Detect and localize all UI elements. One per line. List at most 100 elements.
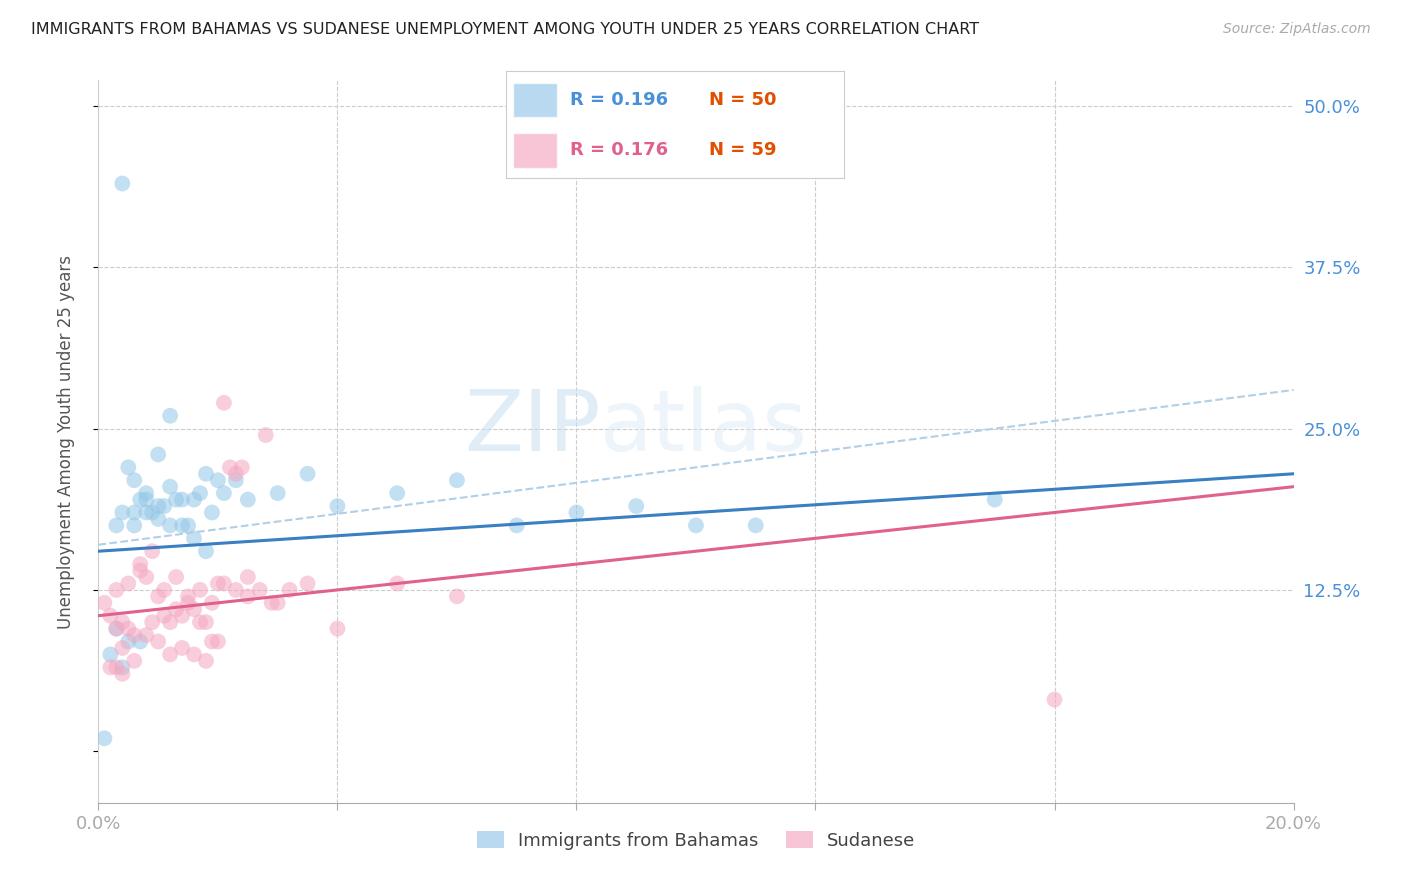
Point: [111, 506, 134, 520]
Text: ZIP: ZIP: [464, 385, 600, 468]
Point: [141, 615, 163, 630]
Point: [172, 492, 194, 507]
Point: [212, 396, 235, 410]
Point: [183, 492, 205, 507]
Point: [165, 492, 187, 507]
Point: [249, 582, 271, 597]
Point: [129, 564, 152, 578]
Point: [207, 634, 229, 648]
Point: [111, 666, 134, 681]
Point: [201, 634, 224, 648]
Point: [267, 486, 290, 500]
Point: [117, 460, 139, 475]
Text: R = 0.176: R = 0.176: [571, 141, 668, 159]
Point: [326, 499, 349, 513]
Point: [172, 518, 194, 533]
Point: [188, 582, 211, 597]
Point: [124, 518, 146, 533]
Point: [124, 654, 146, 668]
Point: [98, 648, 122, 662]
Point: [195, 654, 218, 668]
Point: [129, 492, 152, 507]
Point: [172, 608, 194, 623]
Point: [177, 596, 200, 610]
Point: [93, 731, 115, 746]
Point: [159, 648, 181, 662]
Point: [135, 486, 157, 500]
Point: [129, 634, 152, 648]
Point: [141, 506, 163, 520]
Text: Source: ZipAtlas.com: Source: ZipAtlas.com: [1223, 22, 1371, 37]
Point: [98, 608, 122, 623]
Point: [326, 622, 349, 636]
Point: [254, 428, 277, 442]
Point: [159, 518, 181, 533]
Point: [183, 531, 205, 545]
Point: [188, 615, 211, 630]
Point: [105, 622, 128, 636]
Point: [385, 576, 409, 591]
Point: [278, 582, 301, 597]
Point: [148, 499, 170, 513]
Point: [446, 590, 468, 604]
Bar: [513, 83, 557, 118]
Point: [111, 640, 134, 655]
Point: [446, 473, 468, 487]
Point: [159, 615, 181, 630]
Point: [159, 480, 181, 494]
Point: [141, 544, 163, 558]
Point: [225, 473, 247, 487]
Point: [177, 518, 200, 533]
Point: [565, 506, 588, 520]
Point: [183, 648, 205, 662]
Point: [207, 473, 229, 487]
Point: [225, 582, 247, 597]
Point: [148, 634, 170, 648]
Point: [236, 492, 259, 507]
Point: [117, 622, 139, 636]
Point: [159, 409, 181, 423]
Point: [201, 506, 224, 520]
Point: [201, 596, 224, 610]
Point: [117, 576, 139, 591]
Point: [177, 590, 200, 604]
Point: [219, 460, 242, 475]
Point: [105, 582, 128, 597]
Point: [135, 570, 157, 584]
Point: [148, 447, 170, 461]
Point: [207, 576, 229, 591]
Point: [117, 634, 139, 648]
Point: [111, 615, 134, 630]
Point: [165, 602, 187, 616]
Point: [148, 512, 170, 526]
Point: [93, 596, 115, 610]
Point: [984, 492, 1007, 507]
Legend: Immigrants from Bahamas, Sudanese: Immigrants from Bahamas, Sudanese: [468, 822, 924, 859]
Point: [626, 499, 648, 513]
Point: [188, 486, 211, 500]
Point: [111, 177, 134, 191]
Point: [135, 506, 157, 520]
Point: [105, 622, 128, 636]
Point: [297, 467, 319, 481]
Point: [385, 486, 409, 500]
Point: [1043, 692, 1066, 706]
Point: [153, 499, 176, 513]
Point: [745, 518, 768, 533]
Point: [195, 467, 218, 481]
Point: [506, 518, 529, 533]
Point: [153, 582, 176, 597]
Text: R = 0.196: R = 0.196: [571, 91, 668, 109]
Point: [195, 615, 218, 630]
Point: [124, 628, 146, 642]
Point: [236, 590, 259, 604]
Point: [124, 473, 146, 487]
Point: [98, 660, 122, 674]
Point: [111, 660, 134, 674]
Point: [231, 460, 253, 475]
Point: [172, 640, 194, 655]
Text: atlas: atlas: [600, 385, 808, 468]
Point: [124, 506, 146, 520]
Point: [685, 518, 707, 533]
Point: [225, 467, 247, 481]
